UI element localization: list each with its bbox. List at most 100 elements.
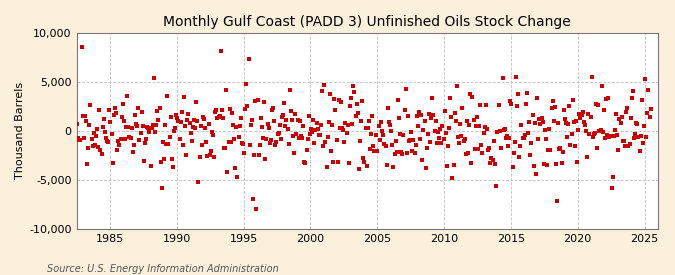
Point: [621, 109, 632, 114]
Point: [287, 117, 298, 122]
Point: [481, 127, 492, 131]
Point: [425, 140, 435, 144]
Point: [272, 131, 283, 136]
Point: [468, 118, 479, 123]
Point: [306, 130, 317, 134]
Point: [502, 134, 512, 139]
Point: [196, 143, 207, 148]
Point: [348, 83, 358, 88]
Point: [460, 152, 471, 156]
Point: [500, 136, 511, 140]
Point: [236, 140, 247, 145]
Point: [262, 121, 273, 126]
Point: [200, 126, 211, 130]
Point: [494, 102, 505, 107]
Point: [580, 129, 591, 133]
Point: [381, 163, 392, 167]
Point: [232, 174, 243, 179]
Title: Monthly Gulf Coast (PADD 3) Unfinished Oils Stock Change: Monthly Gulf Coast (PADD 3) Unfinished O…: [163, 15, 571, 29]
Point: [507, 165, 518, 169]
Point: [533, 137, 543, 141]
Point: [479, 125, 490, 130]
Point: [392, 150, 402, 154]
Point: [354, 167, 364, 172]
Point: [554, 147, 565, 152]
Point: [623, 144, 634, 148]
Point: [512, 104, 522, 108]
Point: [192, 119, 202, 123]
Point: [525, 153, 536, 158]
Point: [300, 160, 310, 165]
Point: [224, 107, 235, 112]
Point: [284, 142, 294, 147]
Point: [210, 110, 221, 114]
Point: [599, 136, 610, 141]
Point: [481, 103, 491, 107]
Point: [612, 133, 622, 137]
Point: [215, 49, 226, 53]
Point: [604, 134, 615, 139]
Point: [500, 127, 510, 131]
Point: [309, 141, 320, 145]
Point: [645, 107, 656, 111]
Point: [313, 127, 323, 131]
Point: [241, 82, 252, 87]
Point: [181, 153, 192, 157]
Point: [346, 96, 356, 100]
Point: [539, 128, 550, 132]
Point: [349, 90, 360, 94]
Point: [618, 139, 628, 143]
Point: [101, 136, 111, 140]
Point: [375, 138, 385, 142]
Point: [515, 144, 526, 148]
Point: [630, 120, 641, 125]
Point: [531, 172, 541, 176]
Point: [292, 118, 303, 122]
Point: [388, 165, 399, 170]
Point: [315, 133, 325, 138]
Point: [145, 164, 156, 168]
Point: [466, 161, 477, 165]
Point: [427, 96, 438, 101]
Point: [524, 120, 535, 124]
Point: [503, 144, 514, 148]
Point: [565, 142, 576, 147]
Point: [553, 121, 564, 125]
Point: [587, 134, 598, 139]
Point: [529, 121, 540, 125]
Point: [269, 118, 279, 123]
Point: [383, 120, 394, 124]
Point: [518, 136, 529, 140]
Point: [233, 135, 244, 139]
Point: [489, 162, 500, 167]
Point: [84, 122, 95, 127]
Point: [205, 153, 215, 157]
Point: [406, 130, 416, 134]
Point: [641, 135, 651, 139]
Point: [414, 137, 425, 141]
Point: [443, 126, 454, 130]
Point: [227, 111, 238, 116]
Point: [433, 129, 443, 134]
Point: [296, 135, 307, 140]
Point: [410, 142, 421, 147]
Point: [614, 117, 625, 121]
Point: [597, 130, 608, 134]
Point: [340, 121, 351, 125]
Point: [308, 117, 319, 122]
Point: [213, 114, 224, 119]
Point: [592, 146, 603, 150]
Point: [366, 132, 377, 137]
Point: [541, 136, 551, 141]
Point: [258, 136, 269, 141]
Point: [519, 133, 530, 138]
Point: [563, 122, 574, 127]
Point: [567, 98, 578, 103]
Point: [176, 110, 187, 114]
Point: [596, 84, 607, 89]
Point: [223, 140, 234, 145]
Point: [194, 155, 205, 159]
Point: [462, 151, 473, 155]
Point: [416, 113, 427, 118]
Point: [419, 119, 430, 123]
